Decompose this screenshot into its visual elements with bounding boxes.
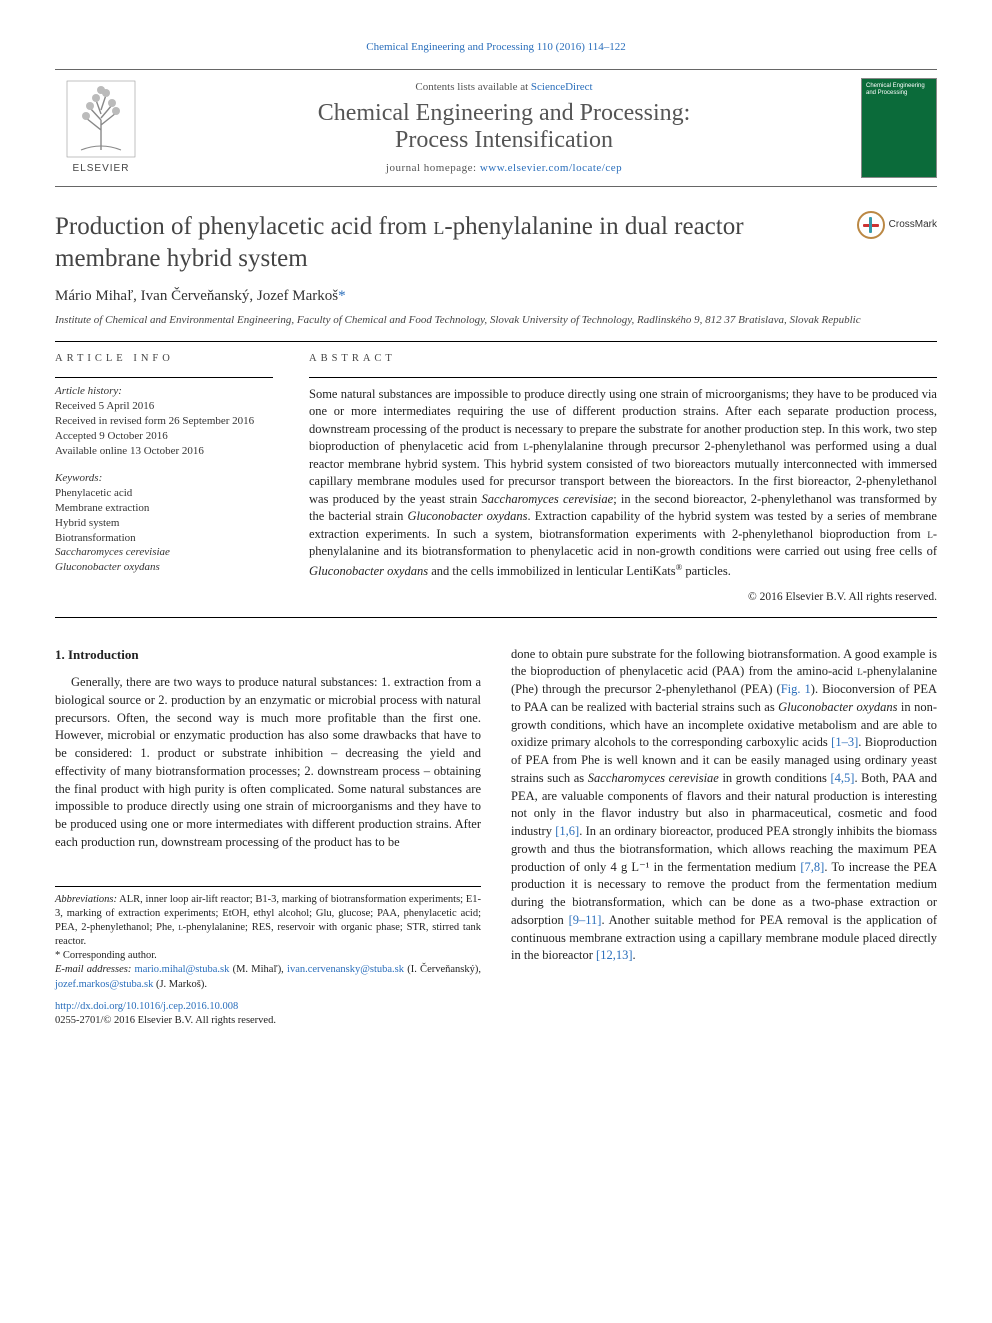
- citation-ref[interactable]: [1–3]: [831, 735, 858, 749]
- keywords-head: Keywords:: [55, 471, 273, 486]
- footnote-email-author: (J. Markoš).: [153, 979, 207, 990]
- rule-above-meta: [55, 341, 937, 342]
- abstract-span: particles.: [682, 564, 731, 578]
- homepage-url[interactable]: www.elsevier.com/locate/cep: [480, 162, 622, 174]
- citation-ref[interactable]: Fig. 1: [781, 682, 811, 696]
- running-head-citation[interactable]: Chemical Engineering and Processing 110 …: [55, 40, 937, 55]
- history-head: Article history:: [55, 384, 273, 399]
- citation-ref[interactable]: [9–11]: [569, 913, 602, 927]
- author-names: Mário Mihaľ, Ivan Červeňanský, Jozef Mar…: [55, 288, 338, 304]
- cover-title-text: Chemical Engineering and Processing: [866, 83, 932, 96]
- contents-prefix: Contents lists available at: [415, 81, 530, 93]
- publisher-logo-block: ELSEVIER: [55, 80, 147, 176]
- keyword: Biotransformation: [55, 531, 273, 546]
- journal-name: Chemical Engineering and Processing: Pro…: [157, 100, 851, 155]
- footnote-email-author: (M. Mihaľ),: [229, 964, 287, 975]
- keyword: Phenylacetic acid: [55, 486, 273, 501]
- left-column: 1. Introduction Generally, there are two…: [55, 646, 481, 1029]
- body-columns: 1. Introduction Generally, there are two…: [55, 646, 937, 1029]
- history-line: Received 5 April 2016: [55, 399, 273, 414]
- body-text-span: .: [633, 948, 636, 962]
- citation-ref[interactable]: [4,5]: [830, 771, 854, 785]
- citation-ref[interactable]: [1,6]: [555, 824, 579, 838]
- abstract-rule: [309, 377, 937, 378]
- corresponding-footnote: * Corresponding author.: [55, 949, 481, 963]
- journal-masthead: ELSEVIER Contents lists available at Sci…: [55, 69, 937, 187]
- affiliation: Institute of Chemical and Environmental …: [55, 313, 937, 327]
- body-italic: Gluconobacter oxydans: [778, 700, 897, 714]
- elsevier-tree-icon: [66, 80, 136, 158]
- keyword: Hybrid system: [55, 516, 273, 531]
- body-italic: Saccharomyces cerevisiae: [588, 771, 719, 785]
- issn-copyright: 0255-2701/© 2016 Elsevier B.V. All right…: [55, 1014, 481, 1028]
- title-smallcap-l: l: [433, 213, 444, 240]
- sciencedirect-link[interactable]: ScienceDirect: [531, 81, 593, 93]
- abstract-italic: Gluconobacter oxydans: [309, 564, 428, 578]
- abstract-copyright: © 2016 Elsevier B.V. All rights reserved…: [309, 589, 937, 605]
- author-list: Mário Mihaľ, Ivan Červeňanský, Jozef Mar…: [55, 286, 937, 307]
- abstract-label: ABSTRACT: [309, 352, 937, 367]
- abstract-italic: Saccharomyces cerevisiae: [482, 492, 614, 506]
- journal-name-line1: Chemical Engineering and Processing:: [318, 100, 691, 126]
- abstract-italic: Gluconobacter oxydans: [407, 509, 527, 523]
- citation-ref[interactable]: [7,8]: [800, 860, 824, 874]
- intro-paragraph-left: Generally, there are two ways to produce…: [55, 674, 481, 852]
- abstract-block: ABSTRACT Some natural substances are imp…: [309, 352, 937, 604]
- footnote-email[interactable]: mario.mihal@stuba.sk: [135, 964, 230, 975]
- masthead-center: Contents lists available at ScienceDirec…: [147, 80, 861, 176]
- keyword-italic: Saccharomyces cerevisiae: [55, 545, 273, 560]
- article-info-block: ARTICLE INFO Article history: Received 5…: [55, 352, 273, 604]
- abstract-text: Some natural substances are impossible t…: [309, 386, 937, 581]
- crossmark-label: CrossMark: [889, 218, 937, 232]
- citation-ref[interactable]: [12,13]: [596, 948, 632, 962]
- journal-cover-thumbnail: Chemical Engineering and Processing: [861, 78, 937, 178]
- intro-paragraph-right: done to obtain pure substrate for the fo…: [511, 646, 937, 966]
- history-line: Accepted 9 October 2016: [55, 429, 273, 444]
- journal-name-line2: Process Intensification: [395, 127, 613, 153]
- footnotes-block: Abbreviations: ALR, inner loop air-lift …: [55, 886, 481, 1029]
- emails-footnote: E-mail addresses: mario.mihal@stuba.sk (…: [55, 963, 481, 991]
- right-column: done to obtain pure substrate for the fo…: [511, 646, 937, 1029]
- publisher-name: ELSEVIER: [73, 162, 130, 176]
- doi-block: http://dx.doi.org/10.1016/j.cep.2016.10.…: [55, 1000, 481, 1028]
- contents-line: Contents lists available at ScienceDirec…: [157, 80, 851, 95]
- email-label: E-mail addresses:: [55, 964, 131, 975]
- history-line: Received in revised form 26 September 20…: [55, 414, 273, 429]
- abbrev-label: Abbreviations:: [55, 894, 117, 905]
- homepage-line: journal homepage: www.elsevier.com/locat…: [157, 161, 851, 176]
- section-heading-1: 1. Introduction: [55, 646, 481, 664]
- doi-link[interactable]: http://dx.doi.org/10.1016/j.cep.2016.10.…: [55, 1001, 238, 1012]
- body-text-span: in growth conditions: [719, 771, 831, 785]
- crossmark-widget[interactable]: CrossMark: [857, 211, 937, 239]
- corresponding-author-mark: *: [338, 288, 346, 304]
- history-line: Available online 13 October 2016: [55, 444, 273, 459]
- footnote-email-author: (I. Červeňanský),: [404, 964, 481, 975]
- rule-below-abstract: [55, 617, 937, 618]
- crossmark-icon: [857, 211, 885, 239]
- title-row: Production of phenylacetic acid from l-p…: [55, 211, 937, 274]
- keyword-italic: Gluconobacter oxydans: [55, 560, 273, 575]
- article-title: Production of phenylacetic acid from l-p…: [55, 211, 843, 274]
- abbreviations-footnote: Abbreviations: ALR, inner loop air-lift …: [55, 893, 481, 950]
- article-info-label: ARTICLE INFO: [55, 352, 273, 367]
- title-part-1: Production of phenylacetic acid from: [55, 213, 433, 240]
- homepage-prefix: journal homepage:: [386, 162, 480, 174]
- footnote-email[interactable]: jozef.markos@stuba.sk: [55, 979, 153, 990]
- abstract-span: and the cells immobilized in lenticular …: [428, 564, 676, 578]
- meta-abstract-row: ARTICLE INFO Article history: Received 5…: [55, 352, 937, 604]
- info-rule: [55, 377, 273, 378]
- footnote-email[interactable]: ivan.cervenansky@stuba.sk: [287, 964, 404, 975]
- keyword: Membrane extraction: [55, 501, 273, 516]
